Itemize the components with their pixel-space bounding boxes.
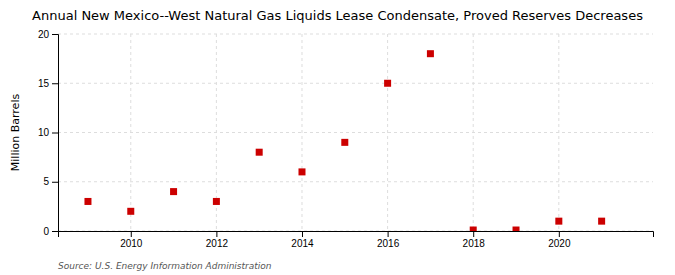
title: Annual New Mexico--West Natural Gas Liqu… bbox=[32, 8, 643, 23]
x-tick: 2018 bbox=[463, 231, 486, 249]
point bbox=[84, 198, 91, 205]
x-tick-mark bbox=[388, 231, 389, 237]
x-tick: 2014 bbox=[291, 231, 314, 249]
x-tick: 2010 bbox=[120, 231, 143, 249]
point bbox=[170, 188, 177, 195]
point bbox=[427, 50, 434, 57]
point bbox=[298, 168, 305, 175]
x-grid-line bbox=[558, 34, 559, 231]
point bbox=[555, 218, 562, 225]
point bbox=[470, 227, 477, 231]
x-grid-line bbox=[473, 34, 474, 231]
y-tick: 15 bbox=[38, 78, 58, 89]
y-tick-mark bbox=[52, 34, 58, 35]
y-axis-label: Million Barrels bbox=[9, 94, 22, 172]
x-tick-label: 2018 bbox=[463, 238, 486, 249]
x-grid-line bbox=[301, 34, 302, 231]
y-tick-mark bbox=[52, 231, 58, 232]
y-grid-line bbox=[58, 181, 653, 182]
plot: 2010 2012 2014 2016 2018 2020 0 5 10 15 20 bbox=[38, 29, 654, 249]
y-tick-label: 5 bbox=[43, 176, 49, 187]
y-grid-line bbox=[58, 83, 653, 84]
x-tick: 2016 bbox=[377, 231, 400, 249]
x-tick-mark bbox=[302, 231, 303, 237]
point bbox=[213, 198, 220, 205]
x-tick-label: 2012 bbox=[206, 238, 229, 249]
point bbox=[598, 218, 605, 225]
point bbox=[384, 80, 391, 87]
y-tick-label: 0 bbox=[43, 226, 49, 237]
x-axis-line bbox=[59, 232, 654, 238]
annotation: Source: U.S. Energy Information Administ… bbox=[58, 261, 272, 271]
x-tick-mark bbox=[559, 231, 560, 237]
x-tick-mark bbox=[473, 231, 474, 237]
points bbox=[84, 50, 605, 231]
y-tick-label: 15 bbox=[38, 78, 50, 89]
x-tick-label: 2014 bbox=[291, 238, 314, 249]
y-tick: 10 bbox=[38, 127, 58, 138]
x-tick-label: 2016 bbox=[377, 238, 400, 249]
x-tick-mark bbox=[216, 231, 217, 237]
y-tick-mark bbox=[52, 83, 58, 84]
y-tick: 5 bbox=[43, 176, 58, 187]
y-axis: 0 5 10 15 20 bbox=[38, 29, 59, 237]
x-grid-line bbox=[387, 34, 388, 231]
x-tick-label: 2020 bbox=[548, 238, 571, 249]
y-tick-mark bbox=[52, 133, 58, 134]
y-axis-line bbox=[52, 35, 59, 232]
x-tick-label: 2010 bbox=[120, 238, 143, 249]
x-tick: 2012 bbox=[206, 231, 229, 249]
point bbox=[256, 149, 263, 156]
chart: 2010 2012 2014 2016 2018 2020 0 5 10 15 20 Annual N… bbox=[0, 0, 675, 275]
y-grid-line bbox=[58, 34, 653, 35]
y-tick-label: 20 bbox=[38, 29, 50, 40]
y-tick-label: 10 bbox=[38, 127, 50, 138]
x-axis: 2010 2012 2014 2016 2018 2020 bbox=[59, 231, 654, 249]
x-grid-line bbox=[130, 34, 131, 231]
y-tick: 0 bbox=[43, 226, 58, 237]
grid bbox=[58, 34, 653, 231]
x-tick: 2020 bbox=[548, 231, 571, 249]
point bbox=[127, 208, 134, 215]
y-tick: 20 bbox=[38, 29, 58, 40]
point bbox=[513, 227, 520, 231]
y-tick-mark bbox=[52, 182, 58, 183]
x-tick-mark bbox=[131, 231, 132, 237]
y-grid-line bbox=[58, 132, 653, 133]
point bbox=[341, 139, 348, 146]
